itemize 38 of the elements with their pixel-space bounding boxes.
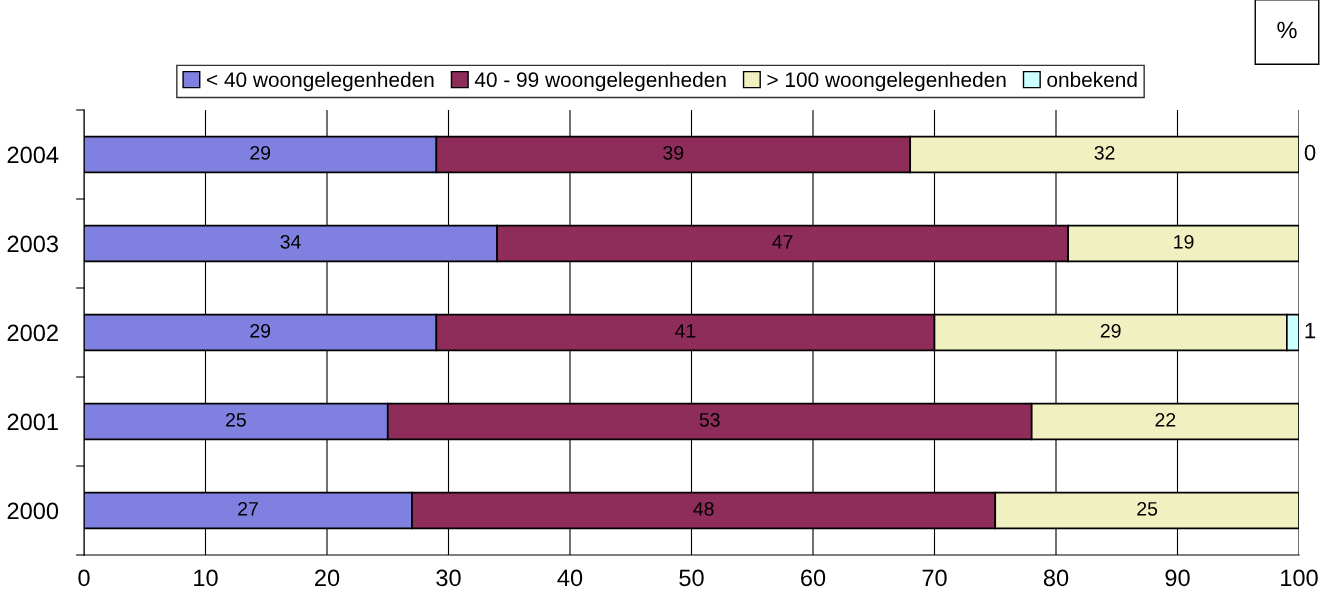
data-label: 34 xyxy=(280,234,301,249)
data-label: 29 xyxy=(250,323,271,338)
x-tick-label: 0 xyxy=(78,569,90,587)
data-label: 41 xyxy=(675,324,696,338)
data-label: 29 xyxy=(1100,323,1121,338)
x-tick-label: 40 xyxy=(557,569,583,587)
data-label: 25 xyxy=(226,412,246,427)
data-label: 32 xyxy=(1094,145,1115,160)
data-label: 39 xyxy=(663,145,684,160)
legend-label: onbekend xyxy=(1047,71,1137,88)
y-tick-label: 2000 xyxy=(7,502,59,520)
y-tick-label: 2001 xyxy=(7,413,58,431)
legend-label: < 40 woongelegenheden xyxy=(207,71,434,92)
data-label: 47 xyxy=(772,235,793,249)
x-tick-label: 60 xyxy=(801,569,826,587)
y-tick-label: 2003 xyxy=(7,235,58,253)
legend-label: > 100 woongelegenheden xyxy=(767,71,1006,92)
x-tick-label: 70 xyxy=(922,569,947,587)
x-tick-label: 10 xyxy=(194,569,218,587)
data-label: 48 xyxy=(693,501,714,516)
y-tick-label: 2002 xyxy=(7,324,58,342)
data-label: 0 xyxy=(1304,144,1316,161)
text: % xyxy=(1277,21,1297,39)
x-tick-label: 100 xyxy=(1281,569,1318,587)
x-tick-label: 30 xyxy=(436,569,461,587)
data-label: 53 xyxy=(699,412,720,427)
legend-label: 40 - 99 woongelegenheden xyxy=(474,71,726,92)
x-tick-label: 20 xyxy=(315,569,340,587)
data-label: 25 xyxy=(1137,501,1158,516)
y-tick-label: 2004 xyxy=(7,146,59,164)
data-label: 19 xyxy=(1174,234,1194,249)
data-label: 29 xyxy=(250,145,271,160)
data-label: 27 xyxy=(238,501,258,516)
data-label: 1 xyxy=(1305,322,1316,339)
x-tick-label: 90 xyxy=(1165,569,1190,587)
x-tick-label: 50 xyxy=(679,569,704,587)
data-label: 22 xyxy=(1155,412,1176,427)
x-tick-label: 80 xyxy=(1043,569,1069,587)
